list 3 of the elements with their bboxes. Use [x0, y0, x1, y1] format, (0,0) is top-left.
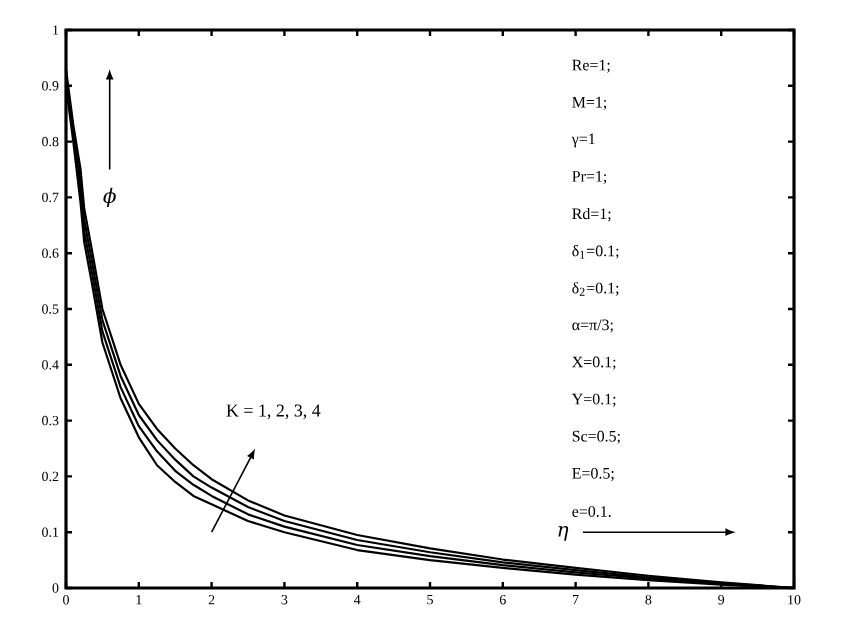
- y-axis-title: ϕ: [103, 187, 116, 207]
- x-axis-title: η: [558, 525, 569, 541]
- annotation: K = 1, 2, 3, 4: [226, 404, 321, 420]
